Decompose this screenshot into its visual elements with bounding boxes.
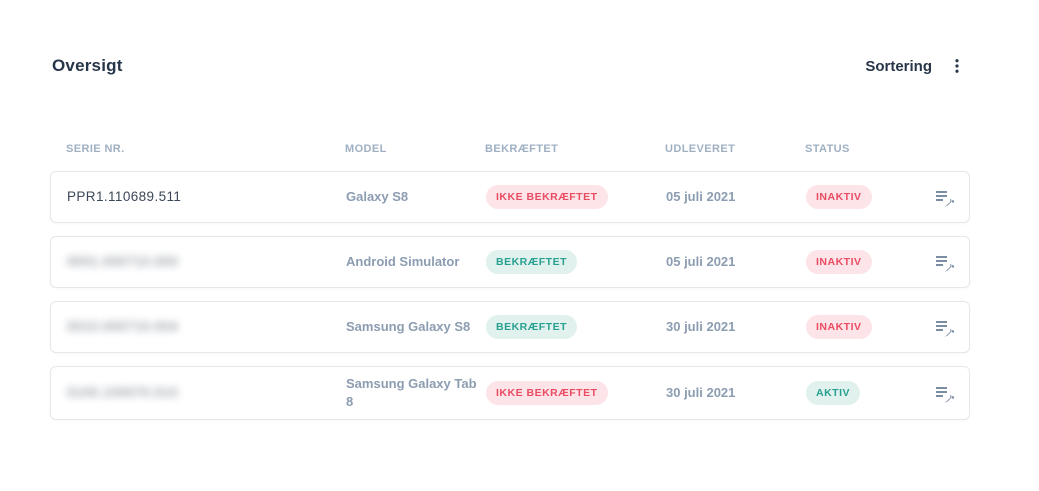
- table-row[interactable]: 0100.100070.010 Samsung Galaxy Tab 8 IKK…: [50, 366, 970, 420]
- edit-note-icon: [933, 315, 957, 339]
- confirmed-badge: BEKRÆFTET: [486, 315, 577, 339]
- serial-cell: 0001.000710.000: [67, 253, 346, 271]
- confirmed-cell: BEKRÆFTET: [486, 250, 666, 274]
- confirmed-cell: IKKE BEKRÆFTET: [486, 185, 666, 209]
- status-badge: AKTIV: [806, 381, 860, 405]
- confirmed-cell: BEKRÆFTET: [486, 315, 666, 339]
- edit-note-icon: [933, 250, 957, 274]
- delivered-cell: 30 juli 2021: [666, 318, 806, 336]
- edit-note-icon: [933, 185, 957, 209]
- status-cell: INAKTIV: [806, 250, 931, 274]
- edit-note-icon: [933, 381, 957, 405]
- actions-cell: [931, 248, 959, 276]
- serial-cell: 0100.100070.010: [67, 384, 346, 402]
- status-badge: INAKTIV: [806, 250, 872, 274]
- page-header: Oversigt Sortering: [50, 55, 970, 77]
- table-header-row: SERIE NR. MODEL BEKRÆFTET UDLEVERET STAT…: [50, 143, 970, 155]
- table-body: PPR1.110689.511 Galaxy S8 IKKE BEKRÆFTET…: [50, 171, 970, 420]
- kebab-menu-icon: [948, 57, 966, 75]
- confirmed-cell: IKKE BEKRÆFTET: [486, 381, 666, 405]
- sort-controls: Sortering: [865, 55, 968, 77]
- confirmed-badge: BEKRÆFTET: [486, 250, 577, 274]
- serial-number: 0010.000710.004: [67, 319, 179, 334]
- kebab-menu-button[interactable]: [946, 55, 968, 77]
- model-cell: Galaxy S8: [346, 188, 486, 206]
- status-badge: INAKTIV: [806, 185, 872, 209]
- delivered-date: 30 juli 2021: [666, 319, 736, 334]
- edit-row-button[interactable]: [931, 248, 959, 276]
- actions-cell: [931, 183, 959, 211]
- delivered-date: 30 juli 2021: [666, 385, 736, 400]
- table-row[interactable]: PPR1.110689.511 Galaxy S8 IKKE BEKRÆFTET…: [50, 171, 970, 223]
- column-header-confirmed: BEKRÆFTET: [485, 143, 559, 155]
- model-cell: Samsung Galaxy S8: [346, 318, 486, 336]
- edit-row-button[interactable]: [931, 313, 959, 341]
- confirmed-badge: IKKE BEKRÆFTET: [486, 381, 608, 405]
- model-name: Android Simulator: [346, 254, 460, 269]
- serial-cell: 0010.000710.004: [67, 318, 346, 336]
- serial-number: PPR1.110689.511: [67, 189, 182, 204]
- status-badge: INAKTIV: [806, 315, 872, 339]
- actions-cell: [931, 313, 959, 341]
- status-cell: AKTIV: [806, 381, 931, 405]
- devices-table: SERIE NR. MODEL BEKRÆFTET UDLEVERET STAT…: [50, 143, 970, 420]
- confirmed-badge: IKKE BEKRÆFTET: [486, 185, 608, 209]
- column-header-delivered: UDLEVERET: [665, 143, 736, 155]
- column-header-status: STATUS: [805, 143, 850, 155]
- delivered-cell: 30 juli 2021: [666, 384, 806, 402]
- actions-cell: [931, 379, 959, 407]
- table-row[interactable]: 0010.000710.004 Samsung Galaxy S8 BEKRÆF…: [50, 301, 970, 353]
- serial-number: 0100.100070.010: [67, 385, 179, 400]
- delivered-date: 05 juli 2021: [666, 189, 736, 204]
- model-name: Samsung Galaxy S8: [346, 319, 471, 334]
- page-title: Oversigt: [52, 56, 123, 75]
- status-cell: INAKTIV: [806, 315, 931, 339]
- model-cell: Samsung Galaxy Tab 8: [346, 375, 486, 411]
- edit-row-button[interactable]: [931, 183, 959, 211]
- serial-cell: PPR1.110689.511: [67, 188, 346, 206]
- delivered-cell: 05 juli 2021: [666, 253, 806, 271]
- status-cell: INAKTIV: [806, 185, 931, 209]
- column-header-serial: SERIE NR.: [66, 143, 125, 155]
- delivered-cell: 05 juli 2021: [666, 188, 806, 206]
- model-name: Samsung Galaxy Tab 8: [346, 376, 477, 409]
- table-row[interactable]: 0001.000710.000 Android Simulator BEKRÆF…: [50, 236, 970, 288]
- column-header-model: MODEL: [345, 143, 387, 155]
- page: Oversigt Sortering SERIE NR. MODEL BEKRÆ…: [50, 0, 970, 420]
- model-name: Galaxy S8: [346, 189, 409, 204]
- serial-number: 0001.000710.000: [67, 254, 179, 269]
- sort-label[interactable]: Sortering: [865, 57, 932, 75]
- delivered-date: 05 juli 2021: [666, 254, 736, 269]
- edit-row-button[interactable]: [931, 379, 959, 407]
- model-cell: Android Simulator: [346, 253, 486, 271]
